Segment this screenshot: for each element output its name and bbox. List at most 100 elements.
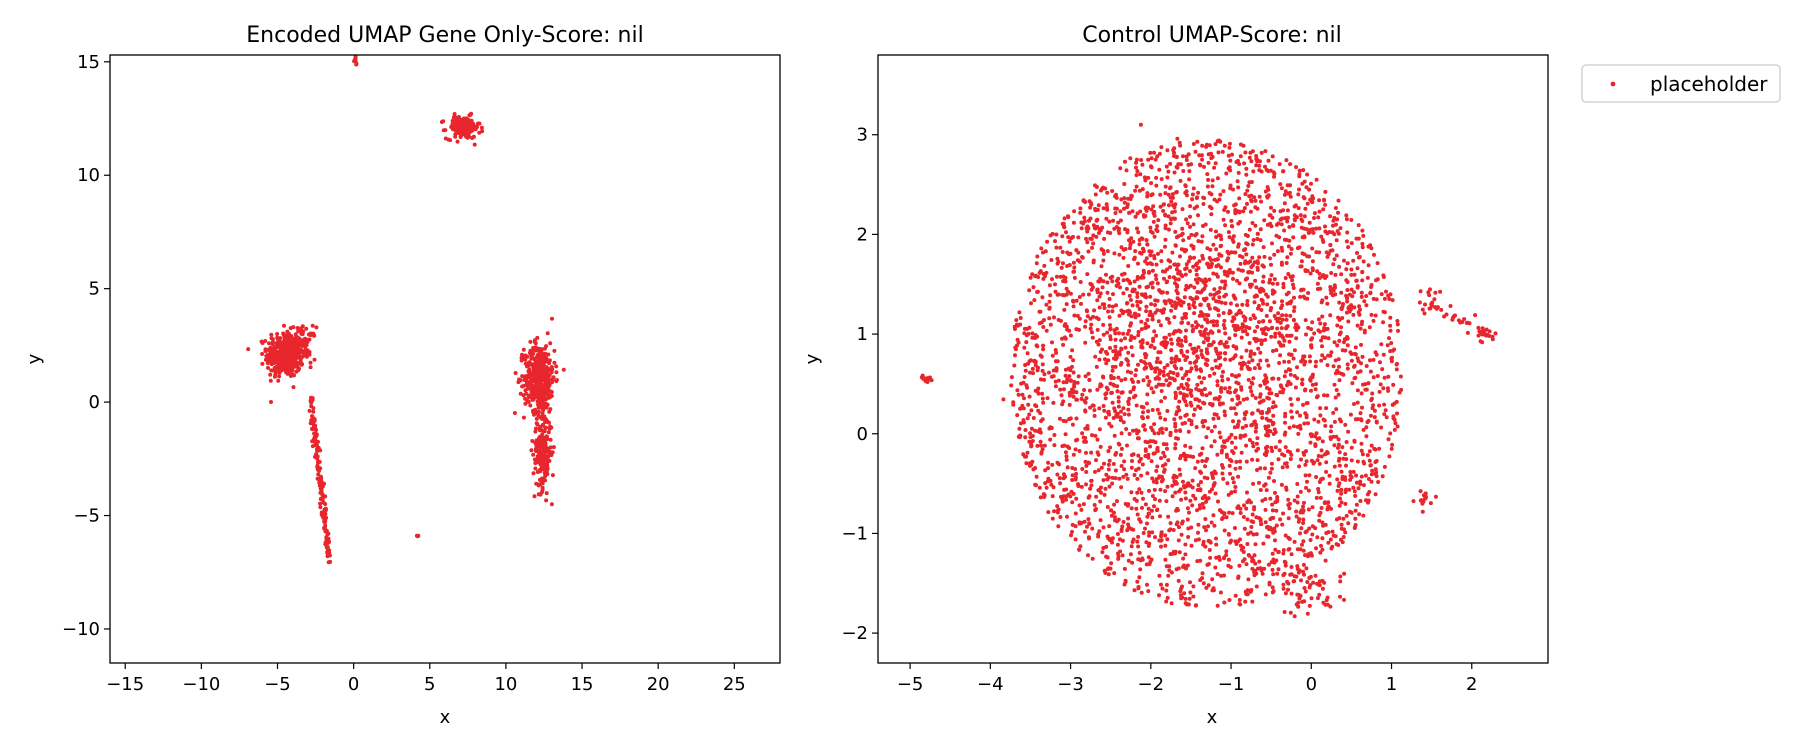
data-point bbox=[1042, 372, 1047, 377]
data-point bbox=[1157, 371, 1162, 376]
data-point bbox=[1208, 227, 1213, 232]
data-point bbox=[1308, 432, 1313, 437]
data-point bbox=[1326, 336, 1331, 341]
data-point bbox=[1295, 564, 1300, 569]
data-point bbox=[1039, 419, 1044, 423]
data-point bbox=[1228, 301, 1233, 306]
data-point bbox=[1255, 458, 1260, 463]
data-point bbox=[1040, 362, 1045, 367]
data-point bbox=[1107, 219, 1112, 224]
data-point bbox=[1205, 363, 1209, 368]
data-point bbox=[1299, 259, 1304, 264]
data-point bbox=[554, 364, 559, 369]
data-point bbox=[546, 446, 551, 451]
data-point bbox=[1220, 517, 1224, 521]
data-point bbox=[1215, 383, 1220, 388]
data-point bbox=[1283, 445, 1288, 450]
data-point bbox=[1195, 280, 1200, 285]
data-point bbox=[1168, 265, 1173, 270]
point-cluster-3 bbox=[307, 395, 333, 565]
data-point bbox=[1389, 359, 1394, 364]
data-point bbox=[1079, 301, 1083, 306]
data-point bbox=[1355, 388, 1360, 393]
data-point bbox=[1218, 435, 1223, 440]
data-point bbox=[1377, 403, 1382, 408]
data-point bbox=[1061, 380, 1066, 385]
data-point bbox=[1135, 539, 1140, 544]
data-point bbox=[1345, 299, 1350, 304]
data-point bbox=[1260, 415, 1265, 420]
data-point bbox=[1359, 294, 1364, 299]
data-point bbox=[1097, 427, 1102, 432]
data-point bbox=[1221, 476, 1226, 481]
data-point bbox=[1025, 326, 1030, 331]
data-point bbox=[1263, 337, 1268, 342]
data-point bbox=[1123, 377, 1128, 382]
data-point bbox=[1051, 368, 1056, 373]
data-point bbox=[1282, 201, 1287, 206]
data-point bbox=[1186, 302, 1191, 307]
data-point bbox=[1134, 165, 1138, 170]
data-point bbox=[1044, 328, 1049, 333]
data-point bbox=[1247, 553, 1252, 558]
data-point bbox=[1242, 526, 1247, 531]
data-point bbox=[1130, 453, 1134, 458]
data-point bbox=[1094, 234, 1099, 239]
data-point bbox=[1222, 573, 1226, 578]
data-point bbox=[1236, 158, 1240, 163]
data-point bbox=[1141, 275, 1146, 280]
data-point bbox=[1252, 553, 1257, 558]
data-point bbox=[1068, 291, 1073, 296]
data-point bbox=[1283, 563, 1288, 568]
data-point bbox=[1288, 313, 1293, 318]
data-point bbox=[1212, 439, 1217, 444]
data-point bbox=[1145, 191, 1150, 196]
data-point bbox=[322, 507, 327, 512]
data-point bbox=[1213, 565, 1218, 570]
data-point bbox=[1283, 276, 1288, 280]
data-point bbox=[1280, 317, 1285, 322]
data-point bbox=[320, 496, 325, 501]
data-point bbox=[1031, 416, 1036, 420]
data-point bbox=[1116, 220, 1121, 225]
data-point bbox=[1308, 440, 1313, 445]
data-point bbox=[1286, 272, 1291, 276]
data-point bbox=[541, 408, 546, 412]
data-point bbox=[1264, 433, 1269, 438]
data-point bbox=[1271, 589, 1276, 594]
data-point bbox=[1329, 424, 1334, 429]
data-point bbox=[1021, 452, 1026, 457]
data-point bbox=[1199, 153, 1204, 158]
data-point bbox=[326, 531, 331, 536]
data-point bbox=[1087, 378, 1092, 382]
data-point bbox=[1114, 326, 1119, 331]
data-point bbox=[1268, 256, 1272, 261]
data-point bbox=[1061, 387, 1066, 392]
data-point bbox=[1034, 343, 1039, 348]
data-point bbox=[1360, 354, 1365, 359]
data-point bbox=[1071, 452, 1076, 457]
data-point bbox=[1346, 521, 1351, 526]
data-point bbox=[1108, 346, 1112, 350]
data-point bbox=[1137, 188, 1142, 193]
data-point bbox=[1196, 345, 1201, 350]
data-point bbox=[1216, 329, 1221, 334]
data-point bbox=[1117, 226, 1121, 231]
data-point bbox=[1117, 350, 1122, 355]
data-point bbox=[1165, 595, 1170, 600]
data-point bbox=[1173, 490, 1178, 495]
data-point bbox=[1278, 217, 1283, 222]
data-point bbox=[1104, 472, 1109, 477]
data-point bbox=[296, 329, 301, 334]
data-point bbox=[1261, 541, 1266, 546]
data-point bbox=[551, 375, 556, 380]
data-point bbox=[1270, 567, 1275, 572]
data-point bbox=[1107, 484, 1112, 489]
data-point bbox=[1028, 463, 1032, 468]
data-point bbox=[1082, 398, 1087, 403]
data-point bbox=[1165, 537, 1170, 542]
data-point bbox=[1173, 277, 1178, 281]
data-point bbox=[1302, 214, 1307, 219]
data-point bbox=[1263, 520, 1268, 525]
data-point bbox=[1115, 414, 1120, 419]
